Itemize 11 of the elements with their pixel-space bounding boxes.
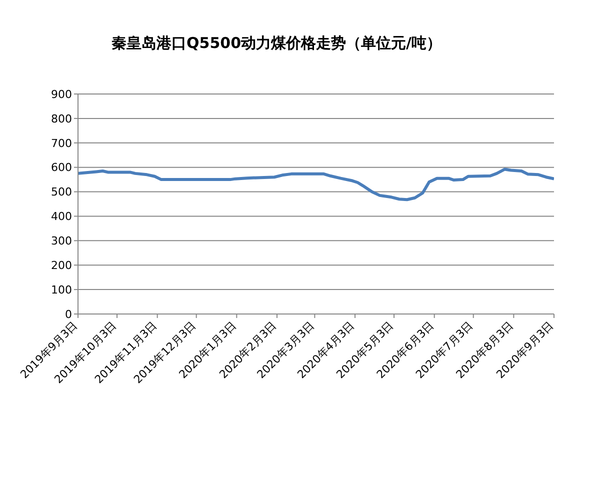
y-tick-label: 700 [51,136,72,150]
y-tick-label: 800 [51,112,72,126]
y-tick-label: 600 [51,161,72,174]
chart-title: 秦皇岛港口Q5500动力煤价格走势（单位元/吨） [110,33,442,54]
y-tick-label: 100 [51,283,72,296]
y-tick-label: 200 [51,259,72,272]
y-tick-label: 0 [65,308,72,321]
y-tick-label: 300 [51,234,72,248]
y-tick-label: 500 [51,186,72,199]
y-tick-label: 900 [51,88,72,101]
y-tick-label: 400 [51,210,72,224]
